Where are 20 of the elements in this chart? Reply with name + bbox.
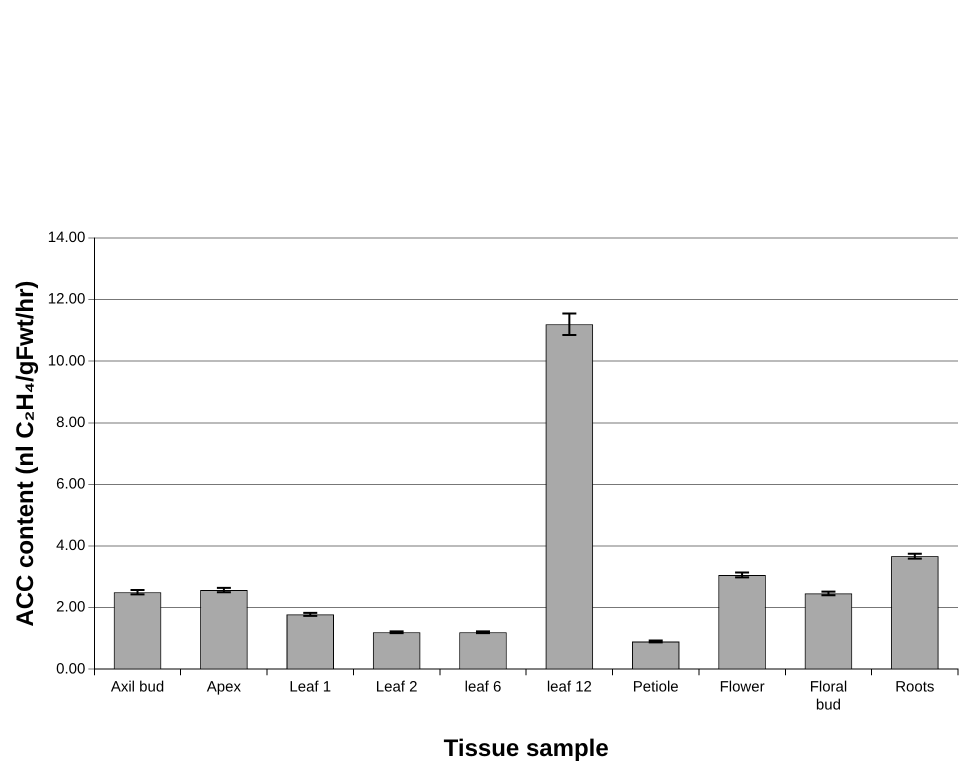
y-tick-label: 14.00	[48, 229, 86, 246]
x-tick-label: Flower	[720, 678, 765, 696]
y-tick-label: 10.00	[48, 352, 86, 370]
y-tick-label: 4.00	[56, 537, 86, 554]
y-tick-label: 8.00	[56, 414, 86, 431]
x-tick-label: Petiole	[632, 678, 679, 696]
x-tick-label: Leaf 2	[376, 678, 418, 696]
x-tick-label: leaf 12	[546, 678, 592, 696]
y-axis-title: ACC content (nl C₂H₄/gFwt/hr)	[12, 280, 40, 627]
x-tick-label: Roots	[895, 678, 934, 696]
y-tick-label: 2.00	[56, 598, 86, 616]
x-tick-label: Leaf 1	[289, 678, 332, 696]
x-tick-label: Axil bud	[110, 678, 164, 696]
x-tick-label: Apex	[206, 678, 242, 696]
y-tick-label: 0.00	[56, 660, 86, 678]
x-axis-title: Tissue sample	[444, 735, 609, 762]
x-tick-label: Floral bud	[810, 678, 848, 714]
y-tick-label: 12.00	[48, 290, 86, 308]
y-tick-label: 6.00	[56, 476, 86, 493]
x-tick-label: leaf 6	[464, 678, 502, 696]
